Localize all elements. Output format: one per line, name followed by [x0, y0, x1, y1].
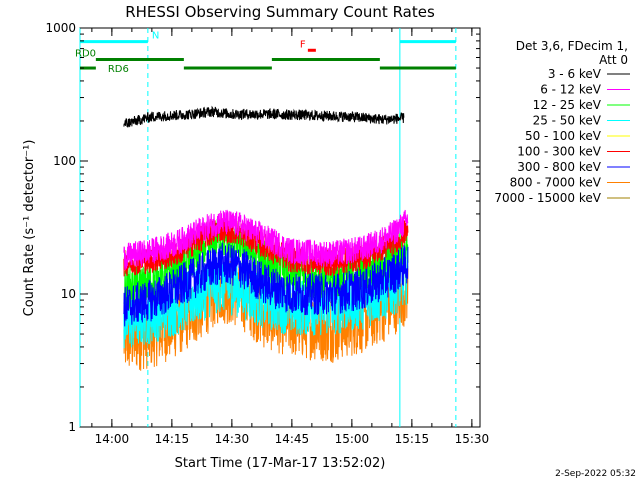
status-flags: N RD0 RD6 F — [75, 31, 456, 75]
legend-label: 300 - 800 keV — [517, 160, 601, 174]
flag-label-F: F — [300, 39, 306, 50]
x-tick-label: 14:30 — [215, 432, 250, 446]
legend-label: 100 - 300 keV — [517, 145, 601, 159]
chart-title: RHESSI Observing Summary Count Rates — [125, 3, 435, 21]
legend-label: 7000 - 15000 keV — [494, 191, 601, 205]
legend-label: 800 - 7000 keV — [510, 176, 602, 190]
y-axis-label: Count Rate (s⁻¹ detector⁻¹) — [22, 140, 37, 317]
legend-label: 50 - 100 keV — [525, 129, 602, 143]
timestamp: 2-Sep-2022 05:32 — [555, 469, 636, 479]
legend-label: 3 - 6 keV — [548, 67, 602, 81]
legend-label: 25 - 50 keV — [533, 114, 602, 128]
flag-label-RD6: RD6 — [108, 64, 129, 75]
x-tick-label: 14:00 — [95, 432, 130, 446]
legend-label: 6 - 12 keV — [540, 83, 602, 97]
legend-label: 12 - 25 keV — [533, 98, 602, 112]
y-tick-label: 100 — [53, 154, 76, 168]
x-tick-label: 14:45 — [275, 432, 310, 446]
series-line-3-6keV — [123, 105, 405, 128]
series-line-6-12keV — [123, 209, 409, 271]
y-tick-label: 1000 — [45, 21, 76, 35]
axes-ticks: 14:00 14:15 14:30 14:45 15:00 15:15 15:30 1 10 10… — [45, 21, 489, 446]
y-tick-label: 10 — [61, 287, 76, 301]
x-tick-label: 14:15 — [155, 432, 190, 446]
legend-header-line-1: Det 3,6, FDecim 1, — [516, 39, 628, 53]
x-tick-label: 15:00 — [335, 432, 370, 446]
series-line-300-800keV — [123, 242, 409, 327]
flag-label-N: N — [152, 31, 159, 42]
x-tick-label: 15:15 — [395, 432, 430, 446]
x-tick-label: 15:30 — [455, 432, 490, 446]
legend-header-line-2: Att 0 — [599, 53, 628, 67]
flag-label-RD0: RD0 — [75, 48, 96, 59]
series-group — [123, 105, 409, 371]
x-axis-label: Start Time (17-Mar-17 13:52:02) — [175, 456, 386, 471]
y-tick-label: 1 — [68, 420, 76, 434]
